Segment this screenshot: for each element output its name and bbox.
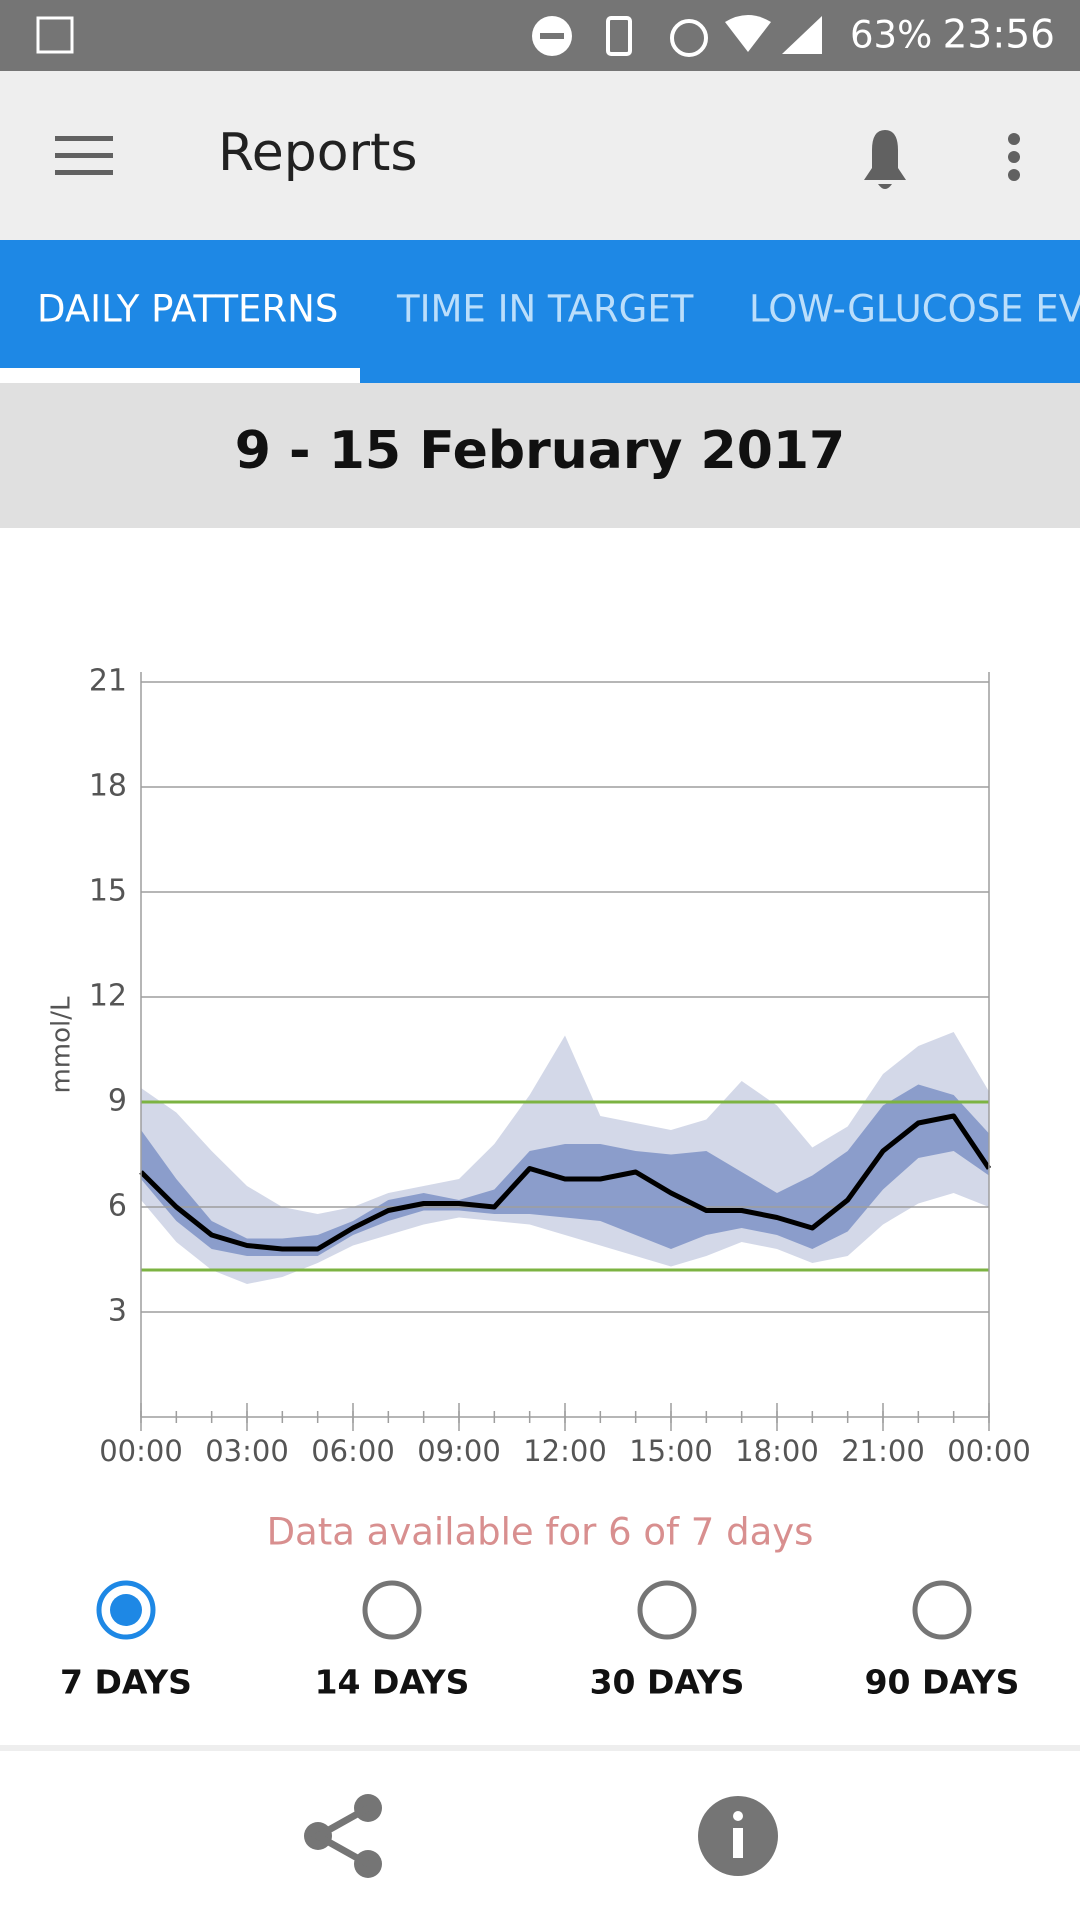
y-axis-label: mmol/L <box>47 996 77 1094</box>
y-tick-label: 9 <box>108 1084 127 1119</box>
radio <box>637 1580 697 1640</box>
chart: mmol/L 3 6 9 12 15 18 21 00:00 03:00 06:00 09:00 12… <box>47 664 1031 1469</box>
vibrate-icon <box>606 16 632 56</box>
notifications-button[interactable] <box>864 130 906 189</box>
x-tick-label: 18:00 <box>735 1434 819 1468</box>
gallery-icon <box>36 16 74 54</box>
tab[interactable]: DAILY PATTERNS <box>37 288 338 331</box>
app-bar <box>0 71 1080 240</box>
x-tick-label: 12:00 <box>523 1434 607 1468</box>
x-tick-label: 09:00 <box>417 1434 501 1468</box>
radio-label: 90 DAYS <box>865 1663 1020 1702</box>
clock: 23:56 <box>943 13 1055 58</box>
signal-icon <box>782 16 822 54</box>
range-option[interactable]: 90 DAYS <box>865 1580 1020 1702</box>
tab-indicator <box>0 368 360 383</box>
radio-label: 30 DAYS <box>590 1663 745 1702</box>
x-tick-label: 06:00 <box>311 1434 395 1468</box>
x-tick-label: 21:00 <box>841 1434 925 1468</box>
info-button[interactable] <box>698 1796 778 1876</box>
y-tick-label: 12 <box>89 979 127 1014</box>
range-option[interactable]: 7 DAYS <box>60 1580 192 1702</box>
x-tick-label: 03:00 <box>205 1434 289 1468</box>
median-line <box>139 1113 992 1252</box>
overflow-menu[interactable] <box>1008 133 1020 181</box>
radio <box>362 1580 422 1640</box>
radio <box>96 1580 156 1640</box>
y-tick-label: 3 <box>108 1294 127 1329</box>
x-tick-label: 15:00 <box>629 1434 713 1468</box>
range-option[interactable]: 30 DAYS <box>590 1580 745 1702</box>
dnd-bar <box>540 33 564 39</box>
radio-dot <box>110 1594 142 1626</box>
radio-label: 14 DAYS <box>315 1663 470 1702</box>
date-range: 9 - 15 February 2017 <box>235 421 845 481</box>
range-option[interactable]: 14 DAYS <box>315 1580 470 1702</box>
y-tick-label: 6 <box>108 1189 127 1224</box>
radio <box>912 1580 972 1640</box>
tab-bar <box>0 240 1080 383</box>
y-tick-label: 18 <box>89 769 127 804</box>
radio-label: 7 DAYS <box>60 1663 192 1702</box>
y-tick-label: 15 <box>89 874 127 909</box>
app-title: Reports <box>218 123 417 183</box>
battery-text: 63% <box>850 14 932 57</box>
y-tick-label: 21 <box>89 664 127 699</box>
x-tick-label: 00:00 <box>947 1434 1031 1468</box>
alarm-icon <box>670 19 708 57</box>
wifi-icon <box>725 15 771 52</box>
divider <box>0 1745 1080 1751</box>
tab[interactable]: TIME IN TARGET <box>396 288 694 331</box>
range-options: 7 DAYS 14 DAYS 30 DAYS 90 DAYS <box>60 1580 1020 1702</box>
data-note: Data available for 6 of 7 days <box>267 1511 814 1554</box>
date-bar <box>0 383 1080 528</box>
percentile-band <box>141 1084 989 1256</box>
menu-button[interactable] <box>55 136 113 175</box>
x-tick-label: 00:00 <box>99 1434 183 1468</box>
share-button[interactable] <box>304 1794 382 1878</box>
tab[interactable]: LOW-GLUCOSE EVE <box>749 288 1080 331</box>
